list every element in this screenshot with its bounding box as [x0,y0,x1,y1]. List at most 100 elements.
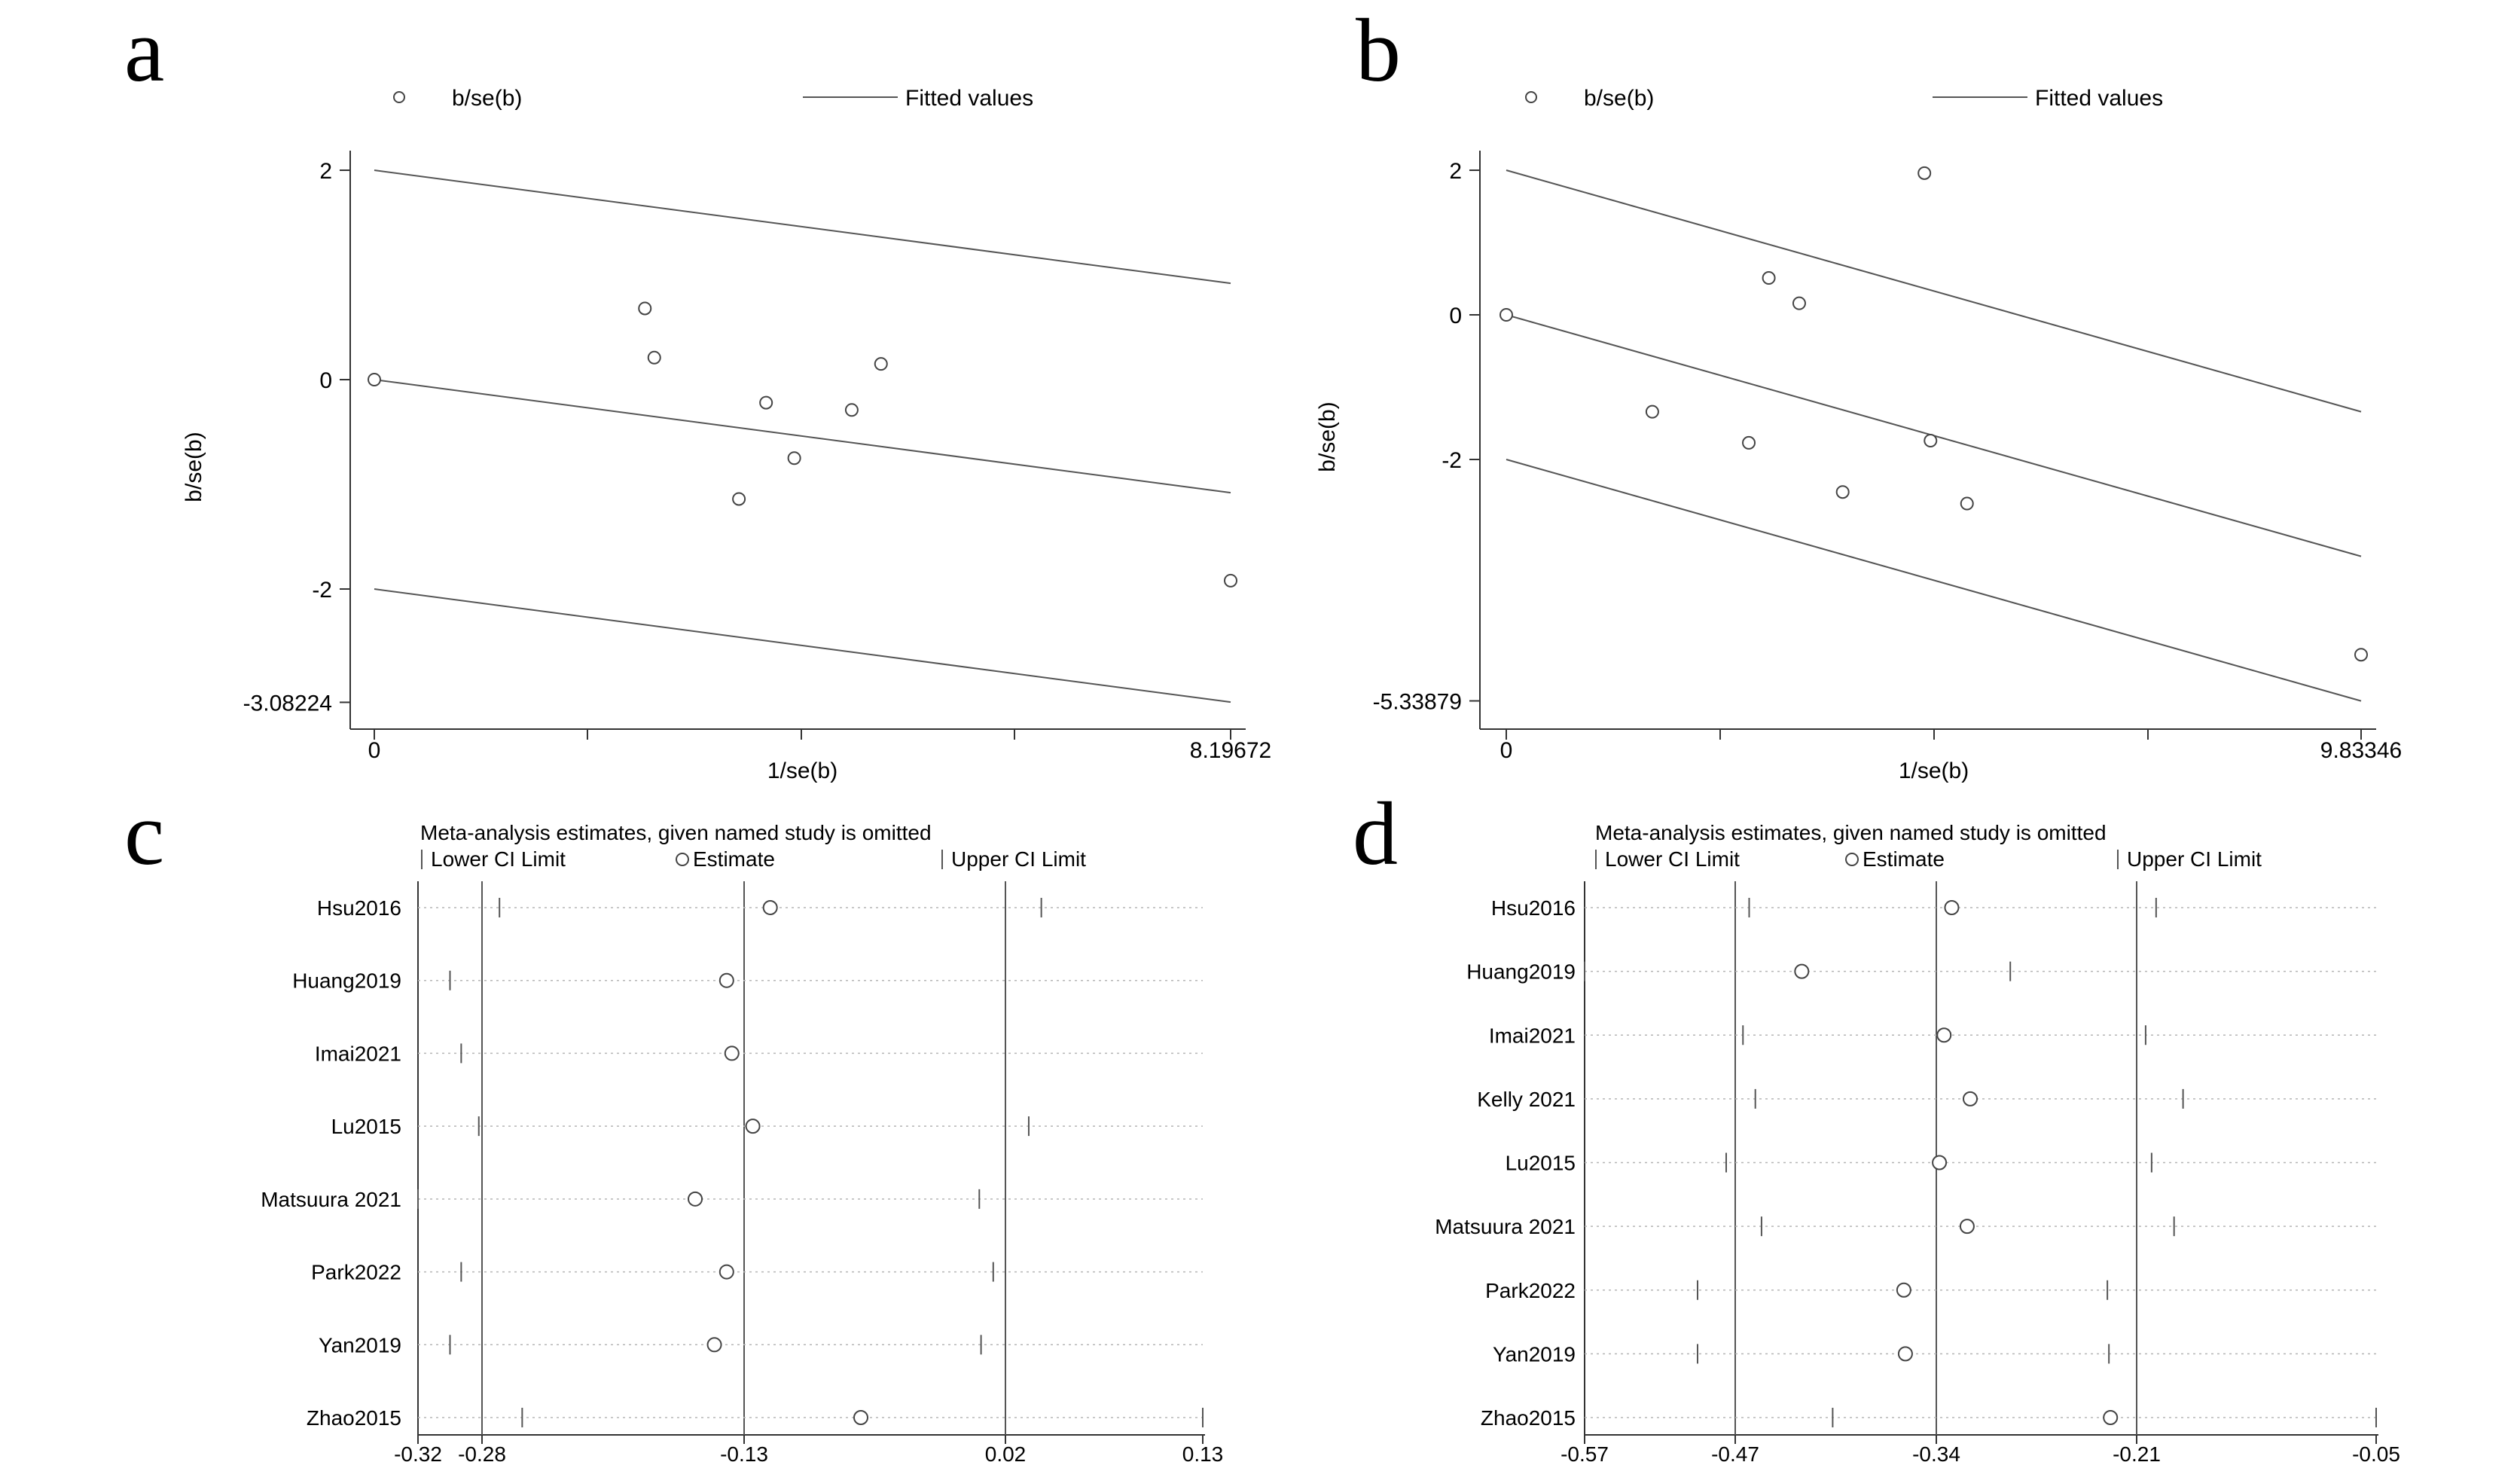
panel-d-legend-upper-label: Upper CI Limit [2127,847,2262,871]
panel-d-study-name: Huang2019 [1466,960,1576,984]
panel-d-legend-estimate-label: Estimate [1863,847,1945,871]
panel-d-study-name: Imai2021 [1489,1024,1576,1047]
panel-a-fitted-line-1 [374,169,1231,285]
panel-a-point-2 [638,301,652,316]
panel-c-legend-estimate-label: Estimate [693,847,775,871]
panel-c-x-tick-label: -0.32 [394,1442,442,1462]
panel-c-legend-lower-label: Lower CI Limit [431,847,566,871]
panel-b-y-tick-label: -2 [1442,448,1462,473]
panel-d-study-estimate [1896,1282,1911,1298]
panel-b-point-7 [1917,166,1932,180]
panel-a-fitted-line-3 [374,588,1231,704]
panel-b-y-tick-label: -5.33879 [1373,690,1462,715]
panel-a-x-tick-label: 8.19672 [1190,738,1271,763]
panel-d-x-tick-label: -0.47 [1711,1442,1759,1462]
panel-c-legend-estimate-marker [676,853,689,866]
panel-c-study-name: Yan2019 [319,1333,401,1357]
panel-b-point-4 [1762,271,1776,285]
panel-b-legend-line-label: Fitted values [2035,86,2163,111]
panel-c-study-name: Huang2019 [292,969,401,993]
panel-c-x-tick-label: -0.28 [458,1442,506,1462]
panel-b-x-tick-label: 0 [1500,738,1513,763]
panel-a-point-3 [647,350,661,365]
panel-d-study-name: Kelly 2021 [1477,1088,1576,1111]
panel-d-study-estimate [1959,1219,1975,1235]
panel-b-fitted-line-1 [1506,169,2362,413]
panel-b-point-5 [1792,296,1806,310]
panel-a-y-tick-label: -3.08224 [243,691,332,716]
panel-b-point-1 [1499,308,1513,322]
panel-b-point-6 [1835,485,1850,499]
panel-d-label: d [1353,783,1398,884]
panel-b-y-tick-label: 0 [1449,304,1462,328]
panel-c-study-estimate [688,1191,703,1207]
panel-a-legend-marker [393,91,405,103]
panel-c-label: c [124,783,164,884]
panel-b-point-8 [1924,434,1938,448]
panel-d-x-tick-label: -0.34 [1912,1442,1960,1462]
panel-a-point-5 [759,395,773,410]
panel-d-x-tick-label: -0.05 [2352,1442,2400,1462]
panel-b-x-tick-label: 9.83346 [2320,738,2402,763]
panel-b-label: b [1356,0,1401,100]
panel-d-study-name: Lu2015 [1506,1152,1576,1175]
panel-a-label: a [124,0,164,100]
panel-d-study-name: Zhao2015 [1481,1406,1576,1430]
panel-c-study-estimate [762,900,778,915]
panel-a-legend-marker-label: b/se(b) [452,86,522,111]
panel-d-title: Meta-analysis estimates, given named stu… [1595,821,2107,844]
panel-d-legend-lower-label: Lower CI Limit [1605,847,1740,871]
panel-a-x-axis-label: 1/se(b) [767,758,837,783]
panel-c-title: Meta-analysis estimates, given named stu… [420,821,932,844]
panel-b-fitted-line-3 [1506,459,2362,702]
panel-d-study-name: Park2022 [1485,1279,1576,1302]
panel-d-study-name: Hsu2016 [1491,896,1576,920]
panel-a-y-tick-label: -2 [312,578,332,603]
panel-b-point-10 [2354,648,2368,662]
panel-c-study-name: Hsu2016 [317,896,401,920]
panel-d-study-estimate [1932,1155,1948,1171]
panel-c-study-name: Imai2021 [315,1042,401,1065]
panel-d-legend-estimate-marker [1845,853,1859,866]
panel-a-y-tick-label: 2 [319,159,332,184]
panel-d-study-name: Yan2019 [1493,1342,1576,1366]
panel-b-legend-marker [1525,91,1537,103]
panel-d-x-tick-label: -0.21 [2113,1442,2161,1462]
panel-b-x-axis-label: 1/se(b) [1899,758,1969,783]
panel-c-study-name: Park2022 [311,1261,401,1284]
panel-d-study-name: Matsuura 2021 [1435,1215,1576,1238]
panel-c-study-estimate [706,1337,722,1353]
panel-c-study-name: Matsuura 2021 [261,1188,401,1211]
panel-d-study-estimate [1936,1027,1952,1043]
panel-b-point-9 [1960,496,1974,511]
panel-d-study-estimate [1794,963,1810,979]
panel-d-study-estimate [1944,900,1960,915]
panel-a-point-7 [844,403,859,417]
panel-a-x-tick-label: 0 [368,738,381,763]
panel-c-study-estimate [718,972,734,988]
panel-c-x-tick-label: 0.02 [985,1442,1027,1462]
panel-b-point-3 [1742,435,1756,450]
panel-c-legend-upper-label: Upper CI Limit [951,847,1086,871]
panel-a-y-tick-label: 0 [319,368,332,393]
panel-b-y-axis-label: b/se(b) [1315,401,1340,472]
panel-a-y-axis-label: b/se(b) [182,432,206,502]
panel-c-study-name: Lu2015 [331,1115,401,1138]
panel-a-point-6 [787,451,801,465]
panel-b-y-tick-label: 2 [1449,159,1462,184]
panel-b-point-2 [1645,404,1659,419]
panel-c-study-estimate [745,1119,761,1134]
panel-d-x-tick-label: -0.57 [1561,1442,1609,1462]
panel-a-point-1 [368,373,381,386]
panel-c-study-estimate [853,1410,868,1425]
panel-d-study-estimate [2103,1410,2119,1425]
panel-c-x-tick-label: 0.13 [1182,1442,1224,1462]
panel-b-legend-marker-label: b/se(b) [1584,86,1654,111]
panel-c-study-estimate [724,1045,740,1061]
panel-c-x-tick-label: -0.13 [720,1442,768,1462]
panel-a-point-8 [874,357,888,371]
panel-a-fitted-line-2 [374,379,1231,494]
panel-d-study-estimate [1963,1091,1978,1106]
panel-a-point-9 [1224,573,1237,588]
